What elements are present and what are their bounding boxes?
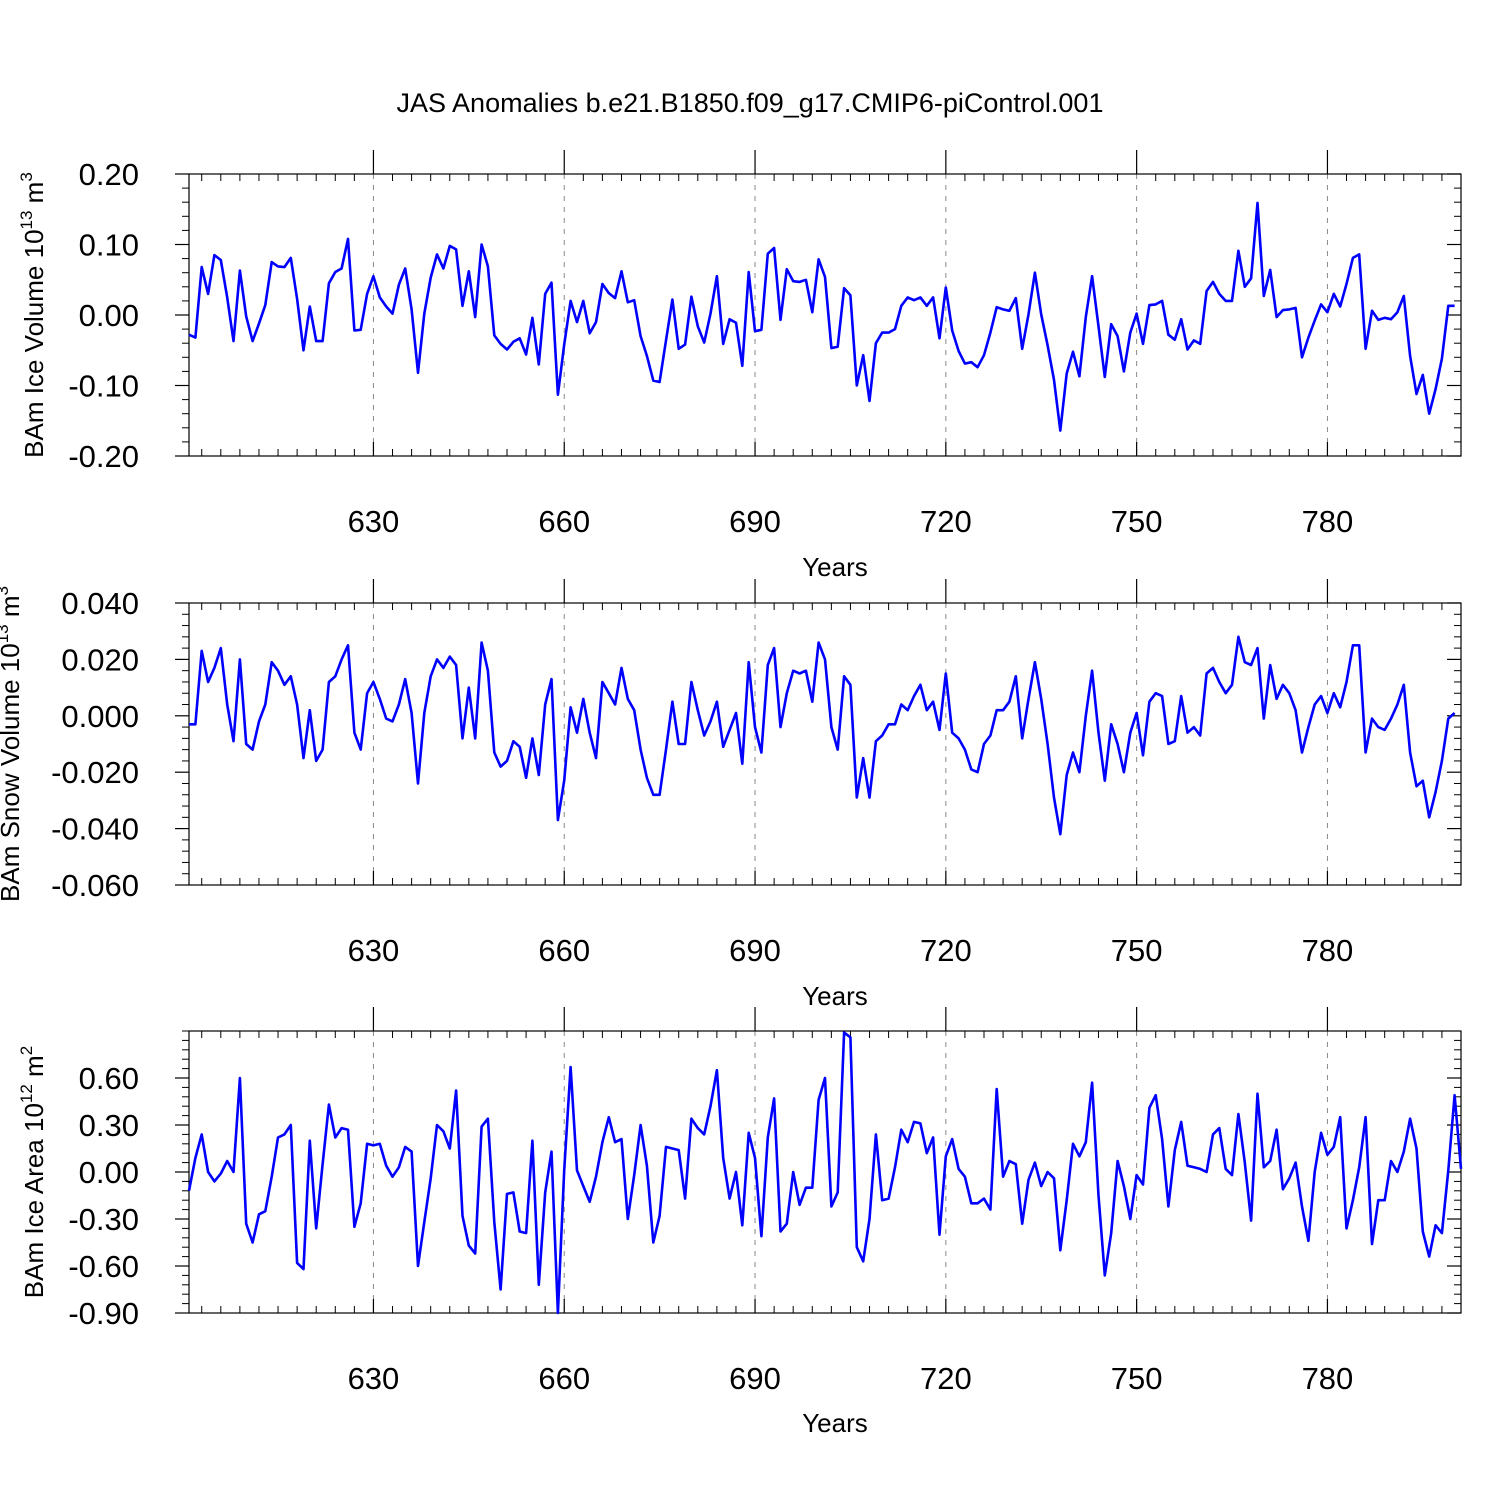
x-axis-title: Years xyxy=(802,981,868,1011)
y-axis-title: BAm Ice Volume 1013 m3 xyxy=(17,172,49,458)
y-tick-label: -0.60 xyxy=(68,1249,139,1284)
x-tick-label: 630 xyxy=(348,504,400,539)
y-axis-title-exponent: 13 xyxy=(17,211,36,230)
y-tick-label: 0.30 xyxy=(79,1108,139,1143)
x-tick-label: 720 xyxy=(920,1361,972,1396)
plot-frame xyxy=(188,1030,1462,1314)
x-tick-label: 750 xyxy=(1111,1361,1163,1396)
y-axis-title-text: BAm Snow Volume 10 xyxy=(0,643,25,902)
y-tick-label: -0.020 xyxy=(51,755,139,790)
chart-panel-3: -0.90 -0.60 -0.30 0.00 0.30 0.60 630 660 690 720 7… xyxy=(17,1007,1463,1438)
x-axis-title: Years xyxy=(802,1408,868,1438)
series-line xyxy=(188,201,1455,432)
x-tick-label: 780 xyxy=(1302,933,1354,968)
y-axis-title-unit: m xyxy=(0,595,25,624)
y-tick-label: 0.20 xyxy=(79,157,139,192)
x-tick-label: 750 xyxy=(1111,504,1163,539)
y-tick-label: 0.040 xyxy=(61,586,139,621)
x-tick-label: 660 xyxy=(538,933,590,968)
y-axis-title-unit: m xyxy=(19,182,49,211)
y-tick-label: -0.90 xyxy=(68,1296,139,1331)
x-tick-label: 660 xyxy=(538,504,590,539)
chart-panel-1: -0.20 -0.10 0.00 0.10 0.20 630 660 690 720 750 780… xyxy=(17,150,1462,582)
y-axis-title-unit: m xyxy=(19,1055,49,1084)
y-tick-label: -0.060 xyxy=(51,868,139,903)
x-tick-label: 630 xyxy=(348,1361,400,1396)
y-tick-label: 0.10 xyxy=(79,228,139,263)
x-tick-label: 690 xyxy=(729,504,781,539)
x-tick-label: 750 xyxy=(1111,933,1163,968)
y-tick-label: 0.60 xyxy=(79,1061,139,1096)
plot-frame xyxy=(188,173,1462,457)
plot-frame xyxy=(188,602,1462,886)
y-axis-title-unit-exponent: 3 xyxy=(17,172,36,181)
x-tick-label: 660 xyxy=(538,1361,590,1396)
y-tick-label: -0.20 xyxy=(68,439,139,474)
y-axis-title: BAm Ice Area 1012 m2 xyxy=(17,1046,49,1298)
series-line xyxy=(187,1031,1463,1315)
y-axis-title-exponent: 12 xyxy=(17,1084,36,1103)
chart-panel-2: -0.060 -0.040 -0.020 0.000 0.020 0.040 630 660 6… xyxy=(0,579,1462,1011)
y-axis-title-text: BAm Ice Area 10 xyxy=(19,1103,49,1298)
x-tick-label: 630 xyxy=(348,933,400,968)
series-line xyxy=(189,635,1456,836)
x-tick-label: 720 xyxy=(920,504,972,539)
y-axis-title-text: BAm Ice Volume 10 xyxy=(19,229,49,457)
x-tick-label: 780 xyxy=(1302,504,1354,539)
x-tick-label: 690 xyxy=(729,1361,781,1396)
x-tick-label: 690 xyxy=(729,933,781,968)
y-tick-label: -0.30 xyxy=(68,1202,139,1237)
y-tick-label: 0.000 xyxy=(61,699,139,734)
y-axis-title-unit-exponent: 3 xyxy=(0,586,12,595)
x-tick-label: 720 xyxy=(920,933,972,968)
chart-title: JAS Anomalies b.e21.B1850.f09_g17.CMIP6-… xyxy=(397,88,1104,118)
y-tick-label: 0.00 xyxy=(79,298,139,333)
y-axis-title-exponent: 13 xyxy=(0,624,12,643)
y-axis-title: BAm Snow Volume 1013 m3 xyxy=(0,586,25,902)
x-axis-title: Years xyxy=(802,552,868,582)
x-tick-label: 780 xyxy=(1302,1361,1354,1396)
y-tick-label: 0.00 xyxy=(79,1155,139,1190)
y-tick-label: 0.020 xyxy=(61,642,139,677)
y-axis-title-unit-exponent: 2 xyxy=(17,1046,36,1055)
y-tick-label: -0.040 xyxy=(51,812,139,847)
y-tick-label: -0.10 xyxy=(68,369,139,404)
